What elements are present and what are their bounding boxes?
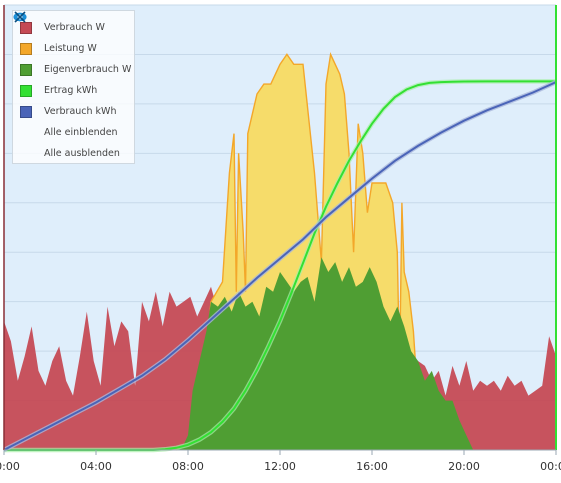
legend-swatch-verbrauch-w [20, 21, 32, 34]
eye-icon [13, 12, 33, 139]
chart-legend: Verbrauch W Leistung W Eigenverbrauch W … [12, 10, 135, 164]
legend-label-eigenverbrauch-w: Eigenverbrauch W [44, 64, 132, 75]
legend-label-verbrauch-w: Verbrauch W [44, 22, 105, 33]
legend-item-ertrag-kwh[interactable]: Ertrag kWh [13, 80, 134, 101]
x-tick-label: 08:00 [172, 460, 204, 473]
series-eigenverbrauch-w-area [176, 257, 474, 450]
series-ertrag-kwh-line [4, 80, 556, 451]
x-tick-label: 00:00 [540, 460, 561, 473]
legend-swatch-leistung-w [20, 42, 32, 55]
legend-item-verbrauch-w[interactable]: Verbrauch W [13, 17, 134, 38]
legend-label-ertrag-kwh: Ertrag kWh [44, 85, 98, 96]
x-tick-label: 00:00 [0, 460, 20, 473]
series-verbrauch-kwh-line [3, 81, 557, 451]
legend-swatch-eigenverbrauch-w [20, 63, 32, 76]
x-tick-label: 04:00 [80, 460, 112, 473]
show-all-label: Alle einblenden [44, 127, 118, 138]
legend-swatch-verbrauch-kwh [20, 105, 32, 118]
hide-all-button[interactable]: Alle ausblenden [13, 11, 134, 164]
x-tick-label: 12:00 [264, 460, 296, 473]
hide-all-label: Alle ausblenden [44, 148, 120, 159]
x-tick-label: 16:00 [356, 460, 388, 473]
eye-crossed-icon [13, 11, 33, 160]
legend-label-verbrauch-kwh: Verbrauch kWh [44, 106, 117, 117]
show-all-button[interactable]: Alle einblenden [13, 12, 134, 143]
legend-item-leistung-w[interactable]: Leistung W [13, 38, 134, 59]
legend-item-eigenverbrauch-w[interactable]: Eigenverbrauch W [13, 59, 134, 80]
legend-label-leistung-w: Leistung W [44, 43, 97, 54]
legend-swatch-ertrag-kwh [20, 84, 32, 97]
x-tick-label: 20:00 [448, 460, 480, 473]
legend-item-verbrauch-kwh[interactable]: Verbrauch kWh [13, 101, 134, 122]
